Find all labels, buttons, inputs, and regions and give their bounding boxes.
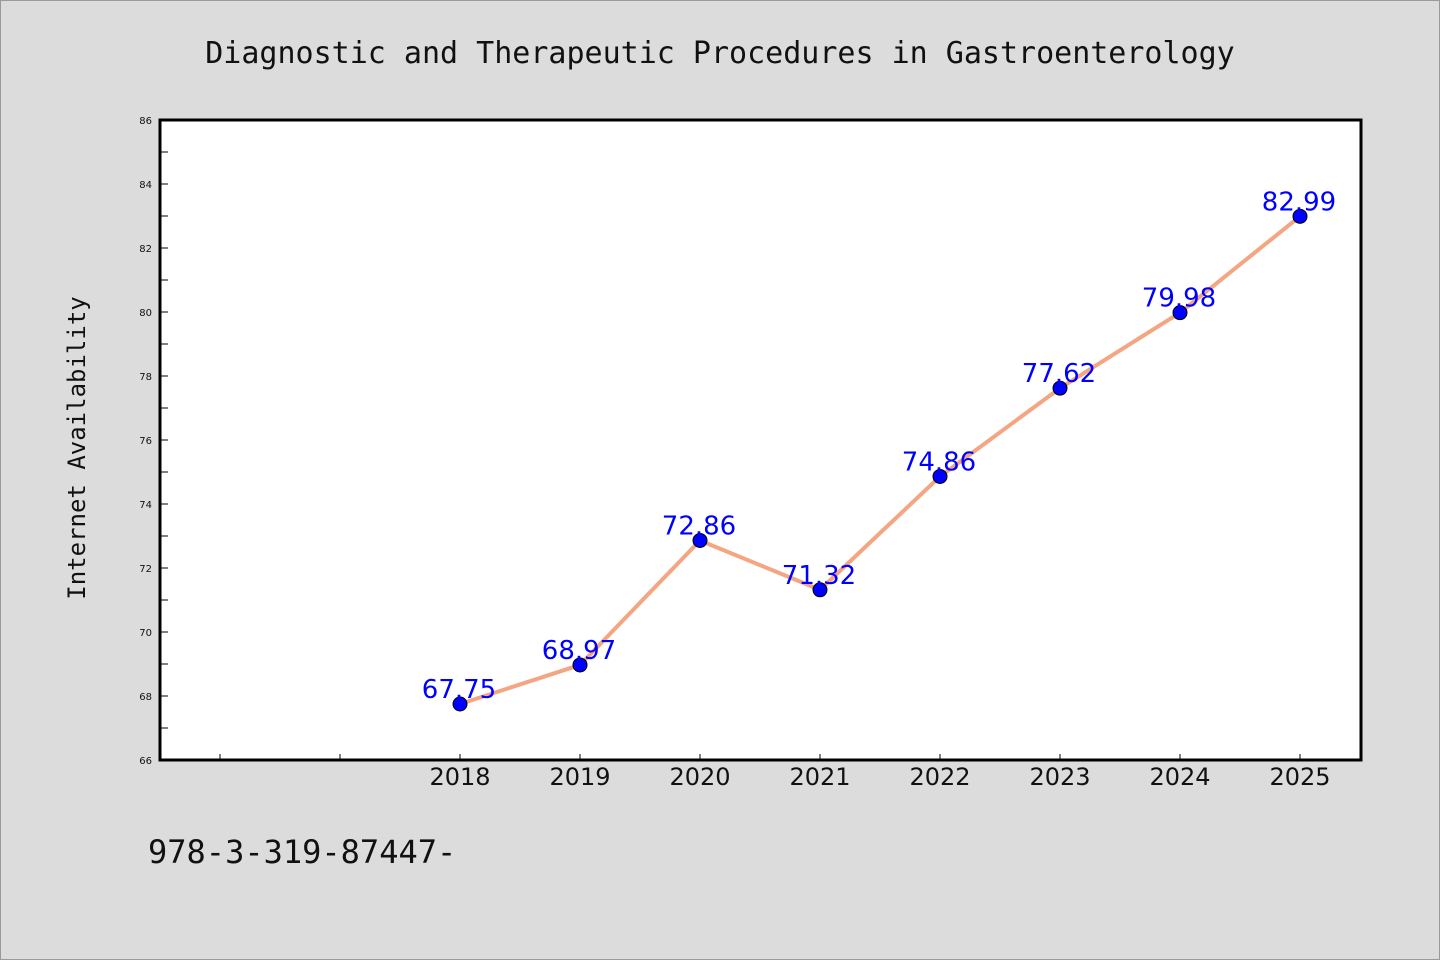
data-point: [1292, 208, 1308, 224]
y-tick-label: 66: [139, 756, 152, 767]
data-label: 74.86: [902, 447, 976, 477]
y-tick-label: 84: [139, 180, 152, 191]
x-tick-label: 2018: [429, 763, 490, 791]
x-axis-ticks: 2018 2019 2020 2021 2022 2023 2024 2025: [219, 754, 1331, 791]
y-tick-label: 80: [139, 308, 152, 319]
x-tick-label: 2020: [669, 763, 730, 791]
data-point: [692, 532, 708, 548]
footer-code: 978-3-319-87447-: [148, 833, 456, 871]
y-tick-label: 78: [139, 372, 152, 383]
y-tick-label: 68: [139, 692, 152, 703]
data-point: [812, 582, 828, 598]
data-label: 72.86: [662, 511, 736, 541]
x-tick-label: 2021: [789, 763, 850, 791]
data-label: 82.99: [1262, 187, 1336, 217]
data-label: 79.98: [1142, 284, 1216, 314]
series-group: 67.75 68.97 72.86 71.32 74.86 77.62 79.98 82.99: [422, 187, 1336, 712]
y-axis-ticks: 66 68 70 72 74 76 78 80 82 84 86: [139, 116, 168, 767]
series-line: [459, 214, 1302, 706]
plot-area: [158, 118, 1363, 762]
chart-title: Diagnostic and Therapeutic Procedures in…: [205, 36, 1235, 71]
data-label: 71.32: [782, 561, 856, 591]
x-tick-label: 2019: [549, 763, 610, 791]
data-label: 77.62: [1022, 359, 1096, 389]
x-tick-label: 2024: [1149, 763, 1210, 791]
y-tick-label: 72: [139, 564, 152, 575]
data-point: [452, 696, 468, 712]
y-axis-label: Internet Availability: [63, 296, 91, 599]
y-tick-label: 70: [139, 628, 152, 639]
data-point: [1052, 380, 1068, 396]
x-tick-label: 2022: [909, 763, 970, 791]
y-tick-label: 76: [139, 436, 152, 447]
data-point: [932, 468, 948, 484]
data-point: [1172, 305, 1188, 321]
y-tick-label: 74: [139, 500, 152, 511]
data-point: [572, 657, 588, 673]
y-tick-label: 86: [139, 116, 152, 127]
data-label: 68.97: [542, 636, 616, 666]
x-tick-label: 2023: [1029, 763, 1090, 791]
y-tick-label: 82: [139, 244, 152, 255]
data-label: 67.75: [422, 675, 496, 705]
x-tick-label: 2025: [1269, 763, 1330, 791]
